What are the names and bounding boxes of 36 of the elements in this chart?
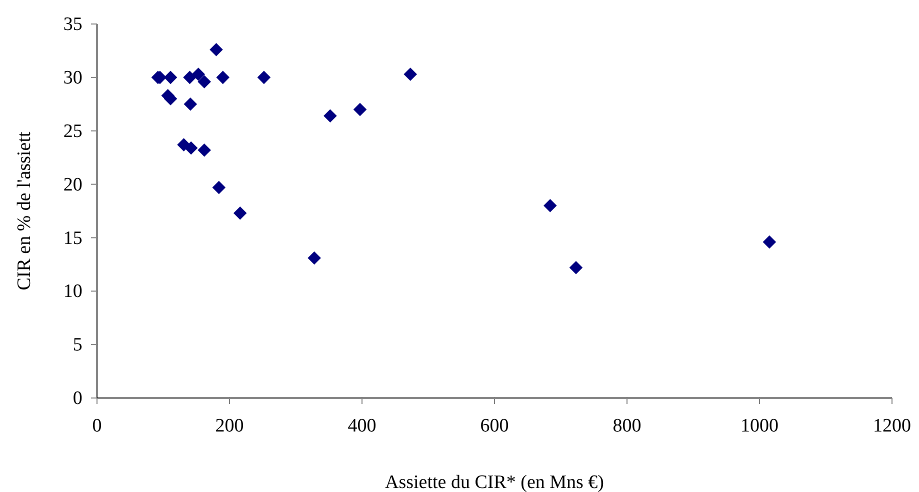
point bbox=[198, 143, 211, 157]
y-tick-label: 0 bbox=[72, 388, 82, 410]
point bbox=[324, 109, 337, 123]
point bbox=[198, 75, 211, 88]
point bbox=[353, 102, 367, 116]
point bbox=[212, 180, 226, 194]
point bbox=[233, 206, 247, 220]
point bbox=[184, 141, 198, 155]
y-tick-label: 10 bbox=[63, 281, 82, 302]
y-tick-label: 15 bbox=[63, 228, 82, 249]
point bbox=[184, 98, 198, 111]
point bbox=[762, 235, 776, 249]
point bbox=[192, 68, 205, 81]
x-tick-label: 600 bbox=[480, 416, 509, 437]
point bbox=[404, 68, 417, 81]
y-axis-title: CIR en % de l'assiett bbox=[14, 131, 35, 290]
y-tick-label: 30 bbox=[63, 68, 82, 89]
y-tick-label: 20 bbox=[63, 174, 82, 196]
x-tick-label: 400 bbox=[348, 416, 376, 437]
point bbox=[308, 251, 321, 265]
x-tick-label: 1200 bbox=[873, 416, 911, 437]
x-tick-label: 0 bbox=[92, 416, 102, 437]
x-axis-title: Assiette du CIR* (en Mns €) bbox=[384, 472, 604, 492]
x-tick-label: 1000 bbox=[740, 416, 778, 437]
y-tick-label: 25 bbox=[63, 120, 82, 142]
point bbox=[164, 70, 178, 84]
point bbox=[569, 261, 583, 274]
y-tick-label: 35 bbox=[63, 14, 82, 36]
point bbox=[183, 70, 196, 84]
y-tick-label: 5 bbox=[72, 334, 82, 356]
point bbox=[257, 70, 271, 84]
point bbox=[216, 70, 230, 84]
point bbox=[544, 199, 557, 212]
x-tick-label: 200 bbox=[215, 416, 244, 437]
x-tick-label: 800 bbox=[612, 416, 642, 437]
point bbox=[210, 43, 223, 56]
